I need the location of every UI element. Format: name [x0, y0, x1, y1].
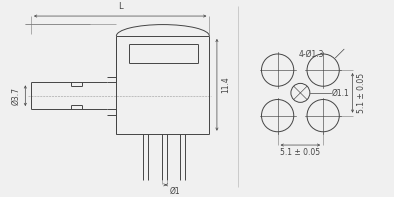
Text: 5.1 ± 0.05: 5.1 ± 0.05 — [280, 148, 320, 157]
Circle shape — [307, 99, 339, 132]
Circle shape — [291, 83, 310, 102]
Text: 11.4: 11.4 — [222, 76, 230, 93]
Text: 5.1 ± 0.05: 5.1 ± 0.05 — [357, 73, 366, 113]
Text: Ø1: Ø1 — [170, 187, 180, 196]
Text: L: L — [118, 2, 123, 11]
Circle shape — [262, 99, 294, 132]
Circle shape — [262, 54, 294, 86]
Text: Ø3.7: Ø3.7 — [11, 87, 20, 105]
Text: 4-Ø1.3: 4-Ø1.3 — [299, 50, 325, 59]
Circle shape — [307, 54, 339, 86]
Text: Ø1.1: Ø1.1 — [332, 88, 349, 97]
